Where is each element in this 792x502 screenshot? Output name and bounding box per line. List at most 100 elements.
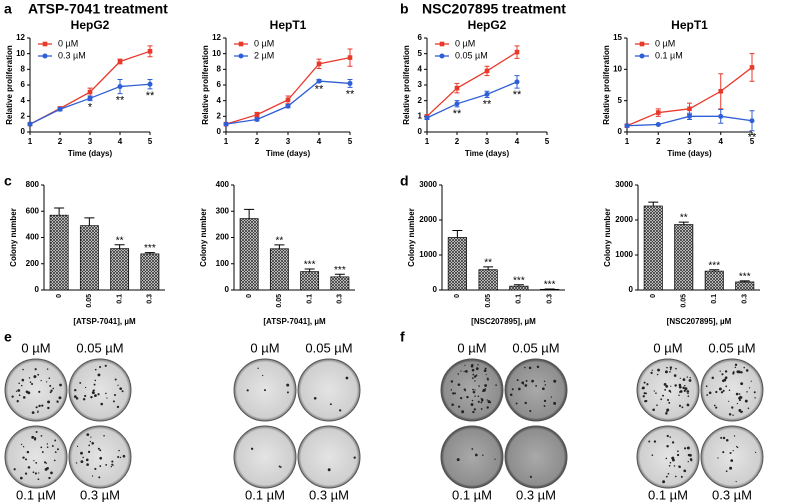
bar bbox=[300, 271, 320, 291]
colony bbox=[666, 366, 668, 369]
colony bbox=[25, 390, 29, 394]
colony bbox=[40, 380, 42, 382]
y-tick-label: 0 bbox=[21, 127, 26, 136]
colony bbox=[49, 391, 52, 394]
y-tick-label: 200 bbox=[26, 259, 40, 268]
x-tick-label: 1 bbox=[28, 137, 33, 146]
colony bbox=[470, 403, 474, 406]
colony bbox=[480, 408, 483, 410]
colony bbox=[669, 436, 671, 438]
colony bbox=[75, 462, 78, 464]
colony bbox=[715, 406, 718, 409]
group-title: ATSP-7041 treatment bbox=[28, 1, 168, 17]
x-tick-label: 0.1 bbox=[516, 294, 523, 304]
legend-label: 0 µM bbox=[254, 38, 274, 48]
marker bbox=[347, 80, 353, 86]
bar bbox=[643, 205, 663, 291]
y-tick-label: 10 bbox=[16, 49, 25, 58]
chart-title: HepG2 bbox=[468, 18, 507, 32]
y-axis-label: Relative proliferation bbox=[5, 45, 14, 125]
colony bbox=[46, 446, 49, 448]
colony bbox=[84, 394, 87, 398]
colony bbox=[516, 379, 519, 382]
x-axis-label: [NSC207895], µM bbox=[471, 317, 536, 326]
colony bbox=[103, 434, 105, 437]
colony bbox=[31, 411, 35, 414]
colony bbox=[662, 394, 664, 397]
colony bbox=[522, 383, 525, 385]
colony bbox=[475, 367, 479, 371]
colony bbox=[46, 381, 48, 383]
error-bar bbox=[678, 221, 689, 225]
colony bbox=[54, 451, 57, 454]
legend-marker bbox=[439, 53, 445, 59]
colony bbox=[553, 379, 557, 383]
colony bbox=[686, 403, 690, 407]
x-tick-label: 3 bbox=[687, 137, 692, 146]
colony bbox=[642, 395, 645, 398]
colony bbox=[286, 383, 290, 387]
significance: *** bbox=[304, 260, 316, 271]
colony bbox=[118, 449, 120, 452]
colony bbox=[544, 384, 547, 386]
bar bbox=[540, 288, 560, 291]
marker bbox=[147, 49, 153, 54]
colony bbox=[120, 387, 122, 390]
chart-title: HepT1 bbox=[270, 18, 307, 32]
legend-label: 0.05 µM bbox=[455, 50, 488, 60]
colony bbox=[82, 456, 84, 459]
x-axis-label: [ATSP-7041], µM bbox=[73, 317, 136, 326]
significance: ** bbox=[275, 235, 283, 246]
colony bbox=[529, 475, 533, 478]
error-bar bbox=[304, 268, 315, 272]
colony bbox=[457, 383, 461, 387]
culture-dish bbox=[297, 358, 361, 422]
colony bbox=[94, 394, 97, 397]
marker bbox=[484, 68, 490, 74]
y-tick-label: 10 bbox=[613, 64, 622, 73]
colony bbox=[48, 377, 51, 379]
x-tick-label: 2 bbox=[255, 137, 260, 146]
colony bbox=[11, 395, 14, 398]
colony bbox=[463, 370, 465, 373]
colony bbox=[80, 451, 83, 455]
colony bbox=[15, 390, 18, 392]
colony bbox=[718, 387, 722, 391]
bar bbox=[49, 214, 69, 291]
colony bbox=[720, 391, 724, 394]
colony bbox=[664, 388, 667, 391]
y-axis-label: Relative proliferation bbox=[402, 45, 411, 125]
colony bbox=[678, 465, 681, 469]
plate-label: 0.1 µM bbox=[648, 487, 688, 502]
colony bbox=[16, 400, 19, 403]
colony bbox=[97, 447, 100, 450]
colony bbox=[116, 405, 120, 409]
colony bbox=[688, 453, 692, 457]
colony bbox=[48, 476, 51, 480]
significance: ** bbox=[146, 90, 155, 102]
colony bbox=[460, 396, 463, 400]
colony bbox=[34, 368, 37, 371]
significance: ** bbox=[748, 132, 757, 144]
marker bbox=[424, 115, 430, 121]
chart-title: HepG2 bbox=[71, 18, 110, 32]
colony bbox=[28, 377, 31, 379]
y-tick-label: 1000 bbox=[419, 250, 437, 259]
colony bbox=[54, 439, 57, 442]
colony bbox=[37, 478, 40, 481]
colony bbox=[456, 458, 460, 462]
colony bbox=[34, 437, 37, 440]
colony bbox=[31, 435, 35, 439]
colony bbox=[106, 397, 108, 399]
significance: ** bbox=[453, 108, 462, 120]
colony bbox=[472, 388, 474, 391]
colony bbox=[664, 370, 668, 374]
x-tick-label: 0.05 bbox=[681, 294, 688, 308]
y-tick-label: 6 bbox=[418, 33, 423, 42]
colony bbox=[246, 389, 249, 392]
marker bbox=[749, 118, 755, 124]
y-tick-label: 6 bbox=[21, 80, 26, 89]
colony bbox=[720, 436, 723, 439]
culture-dish bbox=[440, 358, 504, 422]
group-title: NSC207895 treatment bbox=[422, 1, 566, 17]
